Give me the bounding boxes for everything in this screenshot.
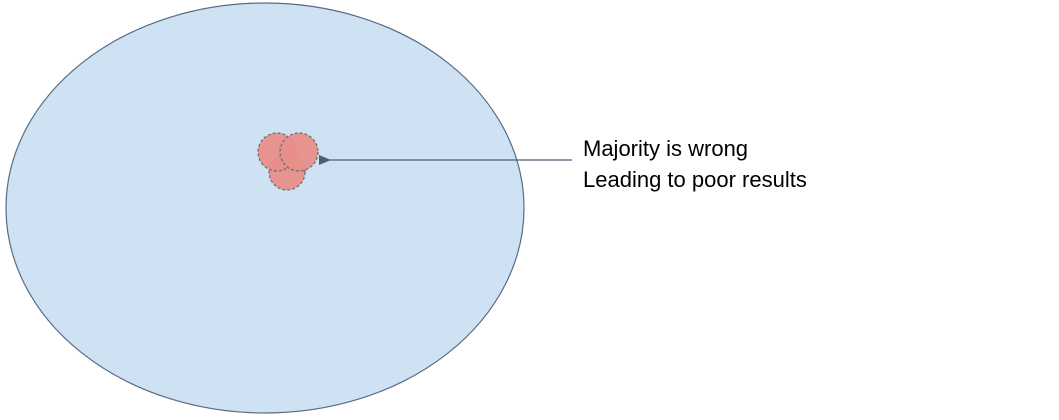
callout-annotation: Majority is wrong Leading to poor result… <box>583 133 807 195</box>
annotation-line-2: Leading to poor results <box>583 167 807 192</box>
annotation-line-1: Majority is wrong <box>583 136 749 161</box>
majority-cluster <box>257 132 319 191</box>
population-ellipse <box>5 2 525 414</box>
cluster-circle-right <box>279 132 319 172</box>
